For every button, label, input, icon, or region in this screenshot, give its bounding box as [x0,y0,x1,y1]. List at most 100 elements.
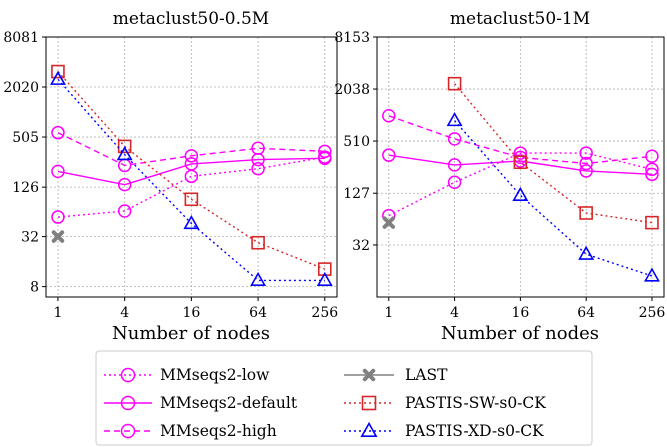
series-line-mmseqs2-low [388,152,653,217]
legend-marker-circle [120,367,136,383]
data-point-last [382,216,396,229]
legend-item-pastis-sw-s0-ck: PASTIS-SW-s0-CK [344,394,546,412]
series-mmseqs2-default [51,151,332,192]
grid [46,36,337,297]
y-tick-label: 8153 [334,30,370,46]
data-point-mmseqs2-low [51,210,65,224]
data-point-last [51,230,65,243]
data-point-mmseqs2-default [51,164,65,179]
x-tick-label: 64 [577,305,595,321]
data-point-pastis-sw-s0-ck [184,192,199,207]
data-point-pastis-xd-s0-ck [316,271,333,287]
legend-marker-circle [120,423,136,439]
x-axis-label: Number of nodes [441,323,599,344]
data-point-mmseqs2-low [251,161,265,176]
data-point-mmseqs2-default [184,157,199,171]
data-point-pastis-sw-s0-ck [251,235,265,250]
x-tick-label: 1 [53,305,62,321]
legend-label: MMseqs2-high [160,422,277,440]
legend-item-mmseqs2-default: MMseqs2-default [104,394,298,412]
series-line-pastis-xd-s0-ck [454,120,653,277]
series-last [382,216,396,229]
x-tick-label: 256 [311,305,338,321]
data-point-pastis-xd-s0-ck [578,245,595,260]
data-point-mmseqs2-default [382,148,396,162]
x-tick-label: 16 [182,305,200,321]
data-point-pastis-sw-s0-ck [117,139,132,154]
legend-item-last: LAST [344,366,448,384]
data-point-mmseqs2-high [184,149,199,163]
series-last [51,230,65,243]
data-point-mmseqs2-high [645,149,659,164]
legend-item-mmseqs2-high: MMseqs2-high [104,422,277,440]
legend-label: PASTIS-SW-s0-CK [405,394,546,412]
legend-label: PASTIS-XD-s0-CK [405,422,544,440]
y-tick-label: 2038 [334,82,370,98]
x-tick-label: 1 [384,305,393,321]
data-point-mmseqs2-high [318,144,332,159]
y-tick-label: 32 [21,230,39,246]
legend-box [95,350,593,446]
y-tick-label: 505 [12,130,39,146]
series-line-mmseqs2-default [388,154,652,175]
y-tick-label: 32 [352,238,370,254]
data-point-pastis-sw-s0-ck [579,206,593,220]
y-tick-label: 127 [343,186,370,202]
legend: MMseqs2-low LAST MMseqs2-default PASTIS-SW-… [95,350,593,446]
series-line-mmseqs2-default [57,157,325,186]
x-tick-label: 64 [249,305,267,321]
data-point-mmseqs2-low [513,146,528,160]
legend-marker-x [362,368,376,382]
x-tick-label: 4 [450,305,459,321]
data-point-mmseqs2-high [579,156,593,171]
data-point-pastis-sw-s0-ck [447,76,462,91]
x-tick-label: 256 [639,305,666,321]
data-point-mmseqs2-low [117,204,132,218]
data-point-mmseqs2-default [117,177,132,192]
legend-item-mmseqs2-low: MMseqs2-low [104,366,270,384]
series-pastis-xd-s0-ck [49,70,333,287]
data-point-mmseqs2-high [51,125,65,140]
chart-title: metaclust50-1M [450,9,590,29]
legend-label: MMseqs2-low [160,366,270,384]
data-point-pastis-xd-s0-ck [446,112,463,127]
legend-marker-circle [120,395,136,411]
data-point-mmseqs2-low [447,175,462,190]
x-tick-label: 16 [511,305,529,321]
series-line-mmseqs2-low [57,156,325,218]
series-line-pastis-xd-s0-ck [57,78,325,282]
series-mmseqs2-high [51,125,332,173]
legend-label: LAST [405,366,448,384]
data-point-pastis-xd-s0-ck [116,146,133,161]
data-point-mmseqs2-high [251,141,265,156]
chart-title: metaclust50-0.5M [113,9,269,29]
legend-label: MMseqs2-default [160,394,298,412]
data-point-mmseqs2-high [447,132,462,146]
data-point-mmseqs2-default [579,164,593,178]
data-point-pastis-xd-s0-ck [643,267,660,282]
legend-marker-triangle [360,421,378,438]
series-pastis-sw-s0-ck [447,76,659,230]
data-point-mmseqs2-low [579,146,593,160]
data-point-mmseqs2-default [447,158,462,172]
data-point-mmseqs2-high [382,109,396,123]
series-pastis-xd-s0-ck [446,112,660,282]
y-tick-label: 8 [30,280,39,296]
y-tick-label: 8081 [3,30,39,46]
data-point-pastis-xd-s0-ck [49,70,66,85]
x-axis-label: Number of nodes [112,323,270,344]
y-tick-label: 510 [343,134,370,150]
data-point-pastis-sw-s0-ck [513,155,528,170]
legend-marker-square [361,395,377,411]
chart-panel-right: metaclust50-1M 32 127 510 2038 8153 1 4 16 64 256 N… [334,9,665,344]
chart-panel-left: metaclust50-0.5M 8 32 126 505 2020 8081 1 4 16 64 2… [3,9,338,344]
data-point-mmseqs2-default [645,167,659,182]
data-point-pastis-xd-s0-ck [183,214,200,230]
series-mmseqs2-default [382,148,659,182]
data-point-pastis-sw-s0-ck [645,215,659,230]
data-point-pastis-xd-s0-ck [250,271,267,287]
data-point-pastis-xd-s0-ck [512,186,529,201]
y-tick-label: 126 [12,180,39,196]
y-tick-label: 2020 [3,80,39,96]
